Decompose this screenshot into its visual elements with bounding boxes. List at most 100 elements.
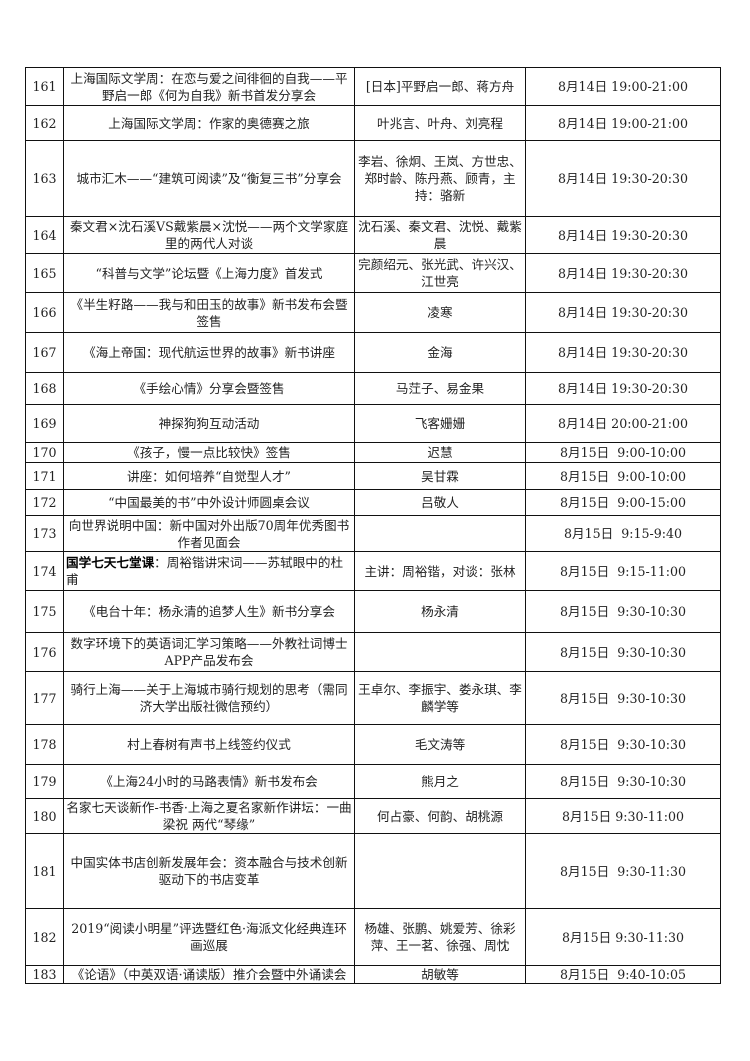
event-number: 182 [25, 908, 64, 966]
event-time: 8月14日 19:30-20:30 [525, 332, 721, 373]
event-time: 8月15日 9:30-10:30 [525, 671, 721, 725]
event-title-text: 2019“阅读小明星”评选暨红色·海派文化经典连环画巡展 [71, 921, 347, 953]
event-title-text: 神探狗狗互动活动 [158, 416, 260, 431]
event-number: 174 [25, 551, 64, 591]
event-title-text: 上海国际文学周：在恋与爱之间徘徊的自我——平野启一郎《何为自我》新书首发分享会 [70, 70, 348, 103]
table-row: 177 骑行上海——关于上海城市骑行规划的思考（需同济大学出版社微信预约） 王卓尔、… [25, 671, 721, 725]
event-guests: 完颜绍元、张光武、许兴汉、江世亮 [354, 253, 526, 293]
event-number: 181 [25, 833, 64, 909]
event-guests: 杨雄、张鹏、姚爱芳、徐彩萍、王一茗、徐强、周忱 [354, 908, 526, 966]
table-row: 167 《海上帝国：现代航运世界的故事》新书讲座 金海 8月14日 19:30-20:… [25, 332, 721, 373]
event-title-text: 名家七天谈新作-书香·上海之夏名家新作讲坛：一曲梁祝 两代“琴缘” [66, 800, 352, 832]
event-title-text: 向世界说明中国：新中国对外出版70周年优秀图书作者见面会 [68, 517, 350, 550]
event-title-text: 秦文君×沈石溪VS戴紫晨×沈悦——两个文学家庭里的两代人对谈 [69, 219, 349, 251]
event-number: 180 [25, 798, 64, 834]
table-row: 179 《上海24小时的马路表情》新书发布会 熊月之 8月15日 9:30-10:30 [25, 764, 721, 799]
event-number: 165 [25, 253, 64, 293]
event-title-text: 中国实体书店创新发展年会：资本融合与技术创新驱动下的书店变革 [70, 855, 348, 887]
event-title: 《孩子，慢一点比较快》签售 [63, 442, 355, 463]
event-number: 169 [25, 404, 64, 443]
event-number: 162 [25, 105, 64, 141]
event-guests: 胡敏等 [354, 965, 526, 984]
event-title: 《电台十年：杨永清的追梦人生》新书分享会 [63, 590, 355, 633]
table-row: 161 上海国际文学周：在恋与爱之间徘徊的自我——平野启一郎《何为自我》新书首发分… [25, 67, 721, 106]
event-title: 国学七天七堂课：周裕锴讲宋词——苏轼眼中的杜甫 [63, 551, 355, 591]
event-title: 《海上帝国：现代航运世界的故事》新书讲座 [63, 332, 355, 373]
table-row: 169 神探狗狗互动活动 飞客姗姗 8月14日 20:00-21:00 [25, 404, 721, 443]
event-guests [354, 833, 526, 909]
event-title-text: 骑行上海——关于上海城市骑行规划的思考（需同济大学出版社微信预约） [70, 682, 348, 714]
event-title-text: 《电台十年：杨永清的追梦人生》新书分享会 [83, 604, 335, 619]
event-time: 8月14日 19:30-20:30 [525, 140, 721, 217]
event-time: 8月15日 9:30-11:30 [525, 833, 721, 909]
event-guests: 马茳子、易金果 [354, 372, 526, 405]
table-row: 176 数字环境下的英语词汇学习策略——外教社词博士APP产品发布会 8月15日 9… [25, 632, 721, 672]
event-time: 8月14日 19:30-20:30 [525, 292, 721, 333]
event-title: 村上春树有声书上线签约仪式 [63, 724, 355, 765]
table-row: 178 村上春树有声书上线签约仪式 毛文涛等 8月15日 9:30-10:30 [25, 724, 721, 765]
event-time: 8月15日 9:15-11:00 [525, 551, 721, 591]
table-row: 175 《电台十年：杨永清的追梦人生》新书分享会 杨永清 8月15日 9:30-10:… [25, 590, 721, 633]
event-title-text: 《孩子，慢一点比较快》签售 [127, 445, 291, 460]
event-time: 8月15日 9:30-10:30 [525, 590, 721, 633]
event-guests: 叶兆言、叶舟、刘亮程 [354, 105, 526, 141]
event-number: 161 [25, 67, 64, 106]
event-time: 8月15日 9:40-10:05 [525, 965, 721, 984]
event-guests: 王卓尔、李振宇、娄永琪、李麟学等 [354, 671, 526, 725]
event-guests: 熊月之 [354, 764, 526, 799]
table-row: 180 名家七天谈新作-书香·上海之夏名家新作讲坛：一曲梁祝 两代“琴缘” 何占豪、… [25, 798, 721, 834]
event-number: 173 [25, 515, 64, 552]
event-title: 数字环境下的英语词汇学习策略——外教社词博士APP产品发布会 [63, 632, 355, 672]
event-guests: 金海 [354, 332, 526, 373]
event-title-text: 《手绘心情》分享会暨签售 [133, 381, 285, 396]
event-title: “中国最美的书”中外设计师圆桌会议 [63, 489, 355, 516]
event-guests: 何占豪、何韵、胡桃源 [354, 798, 526, 834]
event-time: 8月15日 9:30-10:30 [525, 724, 721, 765]
event-title-text: ：周裕锴讲宋词——苏轼眼中的杜甫 [66, 555, 344, 587]
event-number: 179 [25, 764, 64, 799]
event-title-text: 《半生籽路——我与和田玉的故事》新书发布会暨签售 [70, 296, 348, 329]
event-title: 城市汇木——“建筑可阅读”及“衡复三书”分享会 [63, 140, 355, 217]
table-row: 171 讲座：如何培养“自觉型人才” 吴甘霖 8月15日 9:00-10:00 [25, 462, 721, 490]
event-title: 上海国际文学周：在恋与爱之间徘徊的自我——平野启一郎《何为自我》新书首发分享会 [63, 67, 355, 106]
table-row: 172 “中国最美的书”中外设计师圆桌会议 吕敬人 8月15日 9:00-15:00 [25, 489, 721, 516]
event-title-text: “科普与文学”论坛暨《上海力度》首发式 [95, 265, 323, 281]
table-row: 165 “科普与文学”论坛暨《上海力度》首发式 完颜绍元、张光武、许兴汉、江世亮 8月… [25, 253, 721, 293]
event-schedule-table: 161 上海国际文学周：在恋与爱之间徘徊的自我——平野启一郎《何为自我》新书首发分… [25, 67, 721, 984]
table-row: 166 《半生籽路——我与和田玉的故事》新书发布会暨签售 凌寒 8月14日 19:30… [25, 292, 721, 333]
event-guests: 飞客姗姗 [354, 404, 526, 443]
event-guests: 杨永清 [354, 590, 526, 633]
event-title: 《上海24小时的马路表情》新书发布会 [63, 764, 355, 799]
event-time: 8月15日 9:30-11:00 [525, 798, 721, 834]
event-title: 2019“阅读小明星”评选暨红色·海派文化经典连环画巡展 [63, 908, 355, 966]
event-title: 向世界说明中国：新中国对外出版70周年优秀图书作者见面会 [63, 515, 355, 552]
event-number: 163 [25, 140, 64, 217]
table-row: 181 中国实体书店创新发展年会：资本融合与技术创新驱动下的书店变革 8月15日 9… [25, 833, 721, 909]
event-title-text: 上海国际文学周：作家的奥德赛之旅 [108, 115, 310, 131]
event-time: 8月15日 9:30-10:30 [525, 764, 721, 799]
event-guests: 吴甘霖 [354, 462, 526, 490]
event-number: 164 [25, 216, 64, 254]
table-row: 163 城市汇木——“建筑可阅读”及“衡复三书”分享会 李岩、徐炯、王岚、方世忠、郑… [25, 140, 721, 217]
event-guests [354, 632, 526, 672]
event-time: 8月15日 9:30-10:30 [525, 632, 721, 672]
table-row: 173 向世界说明中国：新中国对外出版70周年优秀图书作者见面会 8月15日 9:1… [25, 515, 721, 552]
event-title-text: 讲座：如何培养“自觉型人才” [126, 468, 291, 484]
event-number: 176 [25, 632, 64, 672]
event-title: 《论语》（中英双语·诵读版）推介会暨中外诵读会 [63, 965, 355, 984]
event-title-text: 城市汇木——“建筑可阅读”及“衡复三书”分享会 [76, 171, 342, 186]
event-title: 神探狗狗互动活动 [63, 404, 355, 443]
event-title: 名家七天谈新作-书香·上海之夏名家新作讲坛：一曲梁祝 两代“琴缘” [63, 798, 355, 834]
event-time: 8月15日 9:00-10:00 [525, 442, 721, 463]
event-title-text: 《海上帝国：现代航运世界的故事》新书讲座 [83, 345, 335, 360]
event-title: 上海国际文学周：作家的奥德赛之旅 [63, 105, 355, 141]
event-guests: 沈石溪、秦文君、沈悦、戴紫晨 [354, 216, 526, 254]
event-guests: 迟慧 [354, 442, 526, 463]
table-body: 161 上海国际文学周：在恋与爱之间徘徊的自我——平野启一郎《何为自我》新书首发分… [25, 67, 721, 984]
event-title: 讲座：如何培养“自觉型人才” [63, 462, 355, 490]
event-number: 167 [25, 332, 64, 373]
event-number: 168 [25, 372, 64, 405]
table-row: 168 《手绘心情》分享会暨签售 马茳子、易金果 8月14日 19:30-20:30 [25, 372, 721, 405]
event-time: 8月14日 19:30-20:30 [525, 253, 721, 293]
event-title: 《手绘心情》分享会暨签售 [63, 372, 355, 405]
